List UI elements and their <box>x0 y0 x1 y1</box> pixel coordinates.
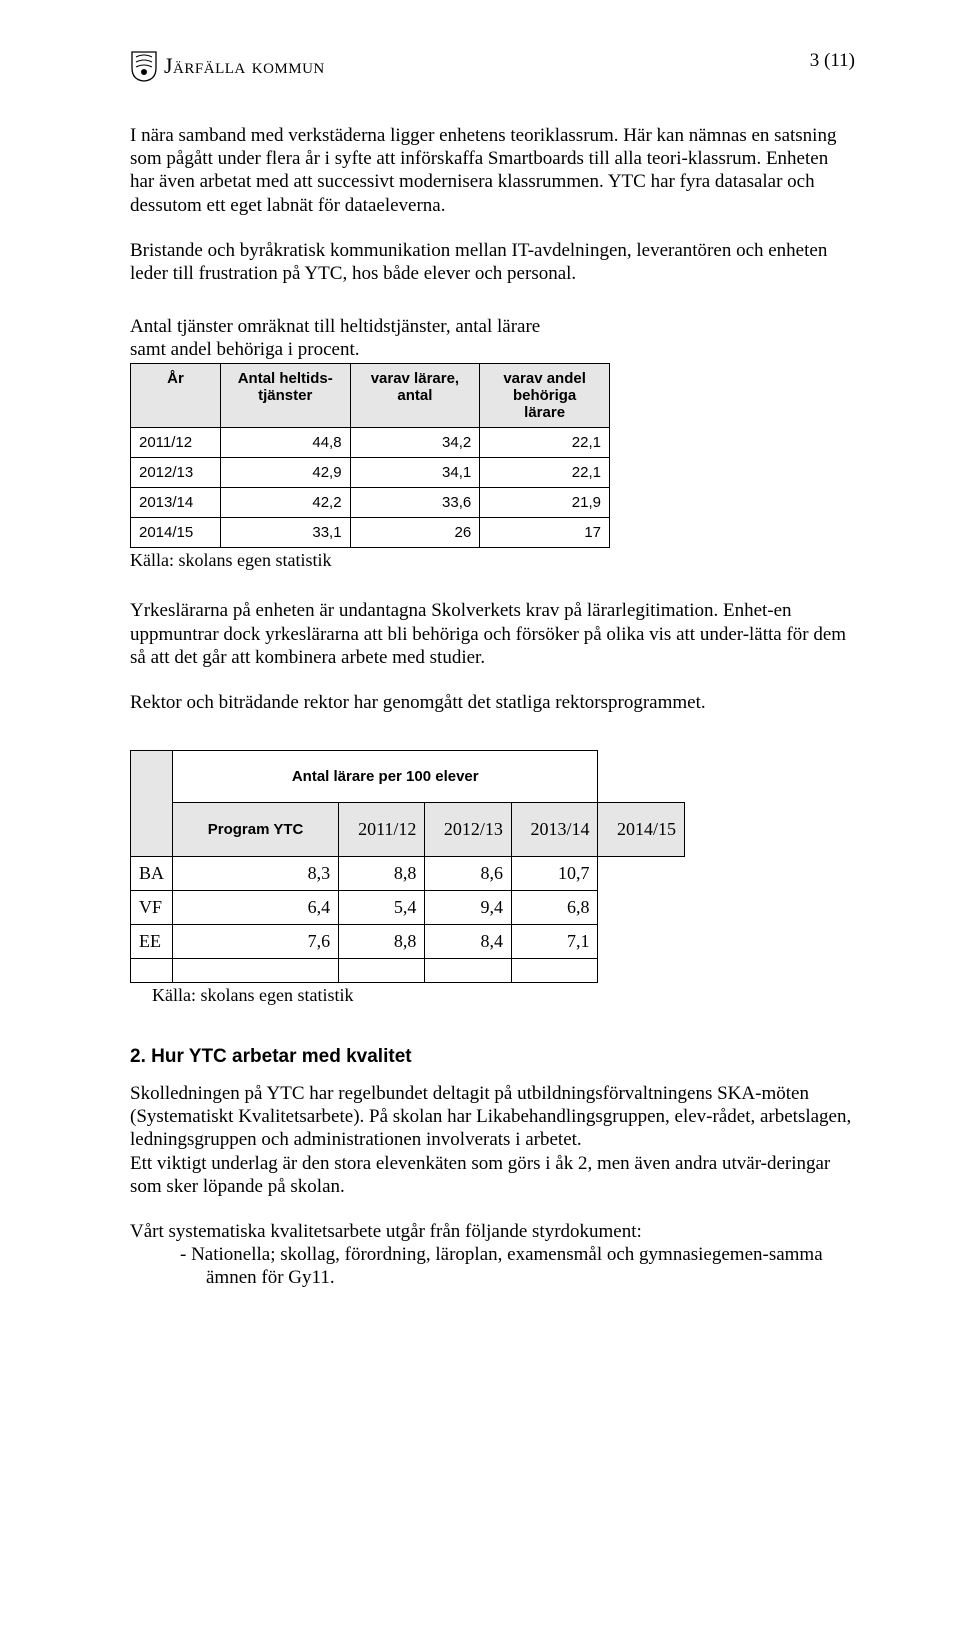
col-larare: varav lärare,antal <box>350 364 480 428</box>
sec2-p3: Vårt systematiska kvalitetsarbete utgår … <box>130 1220 855 1243</box>
sec2-p1: Skolledningen på YTC har regelbundet del… <box>130 1082 855 1152</box>
table1-caption: Antal tjänster omräknat till heltidstjän… <box>130 315 855 361</box>
section-2-heading: 2. Hur YTC arbetar med kvalitet <box>130 1046 855 1068</box>
col-year: År <box>131 364 221 428</box>
table-row: 2013/14 42,2 33,6 21,9 <box>131 488 610 518</box>
table-row-empty <box>131 959 685 983</box>
page-header: Järfälla kommun 3 (11) <box>130 50 855 82</box>
span-header: Antal lärare per 100 elever <box>173 751 598 803</box>
table-row: 2012/13 42,9 34,1 22,1 <box>131 458 610 488</box>
bullet-list: Nationella; skollag, förordning, läropla… <box>130 1243 855 1289</box>
kommun-name: Järfälla kommun <box>164 53 325 79</box>
table-row: EE 7,6 8,8 8,4 7,1 <box>131 925 685 959</box>
sec2-p2: Ett viktigt underlag är den stora eleven… <box>130 1152 855 1198</box>
table-row: 2014/15 33,1 26 17 <box>131 518 610 548</box>
col-behoriga: varav andelbehörigalärare <box>480 364 610 428</box>
paragraph-4: Rektor och biträdande rektor har genomgå… <box>130 691 855 714</box>
shield-icon <box>130 50 158 82</box>
table-row: VF 6,4 5,4 9,4 6,8 <box>131 891 685 925</box>
table-row: 2011/12 44,8 34,2 22,1 <box>131 428 610 458</box>
table-services: År Antal heltids-tjänster varav lärare,a… <box>130 363 610 548</box>
col-heltids: Antal heltids-tjänster <box>220 364 350 428</box>
page-number: 3 (11) <box>810 50 855 72</box>
paragraph-1: I nära samband med verkstäderna ligger e… <box>130 124 855 217</box>
list-item: Nationella; skollag, förordning, läropla… <box>180 1243 855 1289</box>
paragraph-3: Yrkeslärarna på enheten är undantagna Sk… <box>130 599 855 669</box>
table1-source: Källa: skolans egen statistik <box>130 550 855 571</box>
table2-source: Källa: skolans egen statistik <box>152 985 855 1006</box>
table-teachers-per-100: Antal lärare per 100 elever Program YTC … <box>130 750 685 983</box>
kommun-logo: Järfälla kommun <box>130 50 325 82</box>
table-row: BA 8,3 8,8 8,6 10,7 <box>131 857 685 891</box>
col-program: Program YTC <box>173 803 339 857</box>
paragraph-2: Bristande och byråkratisk kommunikation … <box>130 239 855 285</box>
